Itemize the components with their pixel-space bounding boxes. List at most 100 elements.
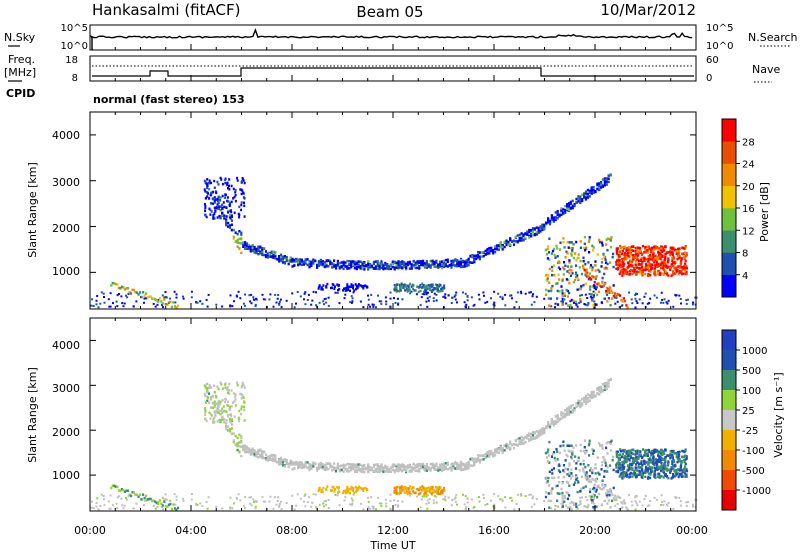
data-cell	[539, 431, 542, 434]
data-cell	[436, 490, 439, 494]
data-cell	[592, 478, 595, 482]
data-cell	[617, 469, 620, 472]
data-cell	[584, 196, 588, 199]
data-cell	[524, 495, 527, 497]
data-cell	[400, 282, 403, 286]
data-cell	[661, 453, 664, 457]
data-cell	[355, 287, 357, 291]
data-cell	[227, 209, 230, 213]
data-cell	[598, 387, 601, 390]
data-cell	[550, 287, 553, 290]
data-cell	[203, 188, 206, 191]
data-cell	[393, 464, 396, 468]
data-cell	[486, 300, 489, 303]
data-cell	[410, 466, 413, 470]
data-cell	[401, 500, 404, 503]
data-cell	[420, 464, 423, 468]
data-cell	[182, 497, 184, 500]
data-cell	[206, 388, 209, 392]
data-cell	[643, 462, 646, 465]
data-cell	[591, 296, 594, 300]
data-cell	[306, 461, 309, 464]
data-cell	[636, 455, 639, 459]
data-cell	[396, 297, 399, 300]
data-cell	[327, 507, 330, 509]
data-cell	[556, 213, 559, 217]
data-cell	[161, 294, 164, 297]
data-cell	[685, 302, 688, 305]
data-cell	[674, 267, 677, 270]
data-cell	[575, 462, 578, 465]
data-cell	[619, 294, 622, 297]
data-cell	[529, 493, 532, 496]
data-cell	[314, 259, 317, 263]
data-cell	[299, 295, 302, 298]
data-cell	[615, 248, 618, 252]
data-cell	[499, 449, 502, 452]
data-cell	[204, 197, 207, 200]
data-cell	[577, 401, 580, 405]
data-cell	[205, 298, 208, 301]
data-cell	[244, 293, 247, 296]
data-cell	[601, 281, 604, 284]
data-cell	[403, 265, 406, 269]
data-cell	[564, 467, 567, 470]
data-cell	[367, 496, 369, 499]
data-cell	[163, 500, 166, 503]
data-cell	[561, 481, 564, 485]
data-cell	[238, 433, 241, 437]
data-cell	[166, 303, 169, 306]
data-cell	[620, 261, 623, 264]
data-cell	[484, 249, 487, 253]
data-cell	[240, 435, 243, 438]
data-cell	[317, 260, 321, 263]
data-cell	[112, 302, 114, 305]
data-cell	[234, 199, 237, 203]
data-cell	[611, 297, 614, 300]
data-cell	[638, 298, 641, 301]
data-cell	[442, 295, 445, 298]
data-cell	[355, 490, 357, 493]
data-cell	[442, 464, 446, 468]
data-cell	[444, 467, 447, 471]
data-cell	[175, 498, 178, 501]
data-cell	[222, 201, 225, 204]
data-cell	[291, 257, 294, 261]
data-cell	[391, 468, 394, 472]
data-cell	[352, 463, 355, 466]
data-cell	[380, 261, 383, 265]
data-cell	[285, 459, 288, 462]
data-cell	[566, 204, 569, 208]
data-cell	[568, 494, 571, 497]
data-cell	[342, 261, 345, 264]
data-cell	[638, 462, 641, 465]
data-cell	[416, 285, 419, 288]
data-cell	[213, 400, 216, 403]
data-cell	[429, 467, 432, 470]
data-cell	[562, 416, 565, 419]
data-cell	[425, 463, 428, 466]
data-cell	[683, 472, 686, 475]
data-cell	[234, 191, 237, 194]
data-cell	[640, 475, 643, 479]
data-cell	[450, 302, 453, 304]
data-cell	[312, 262, 315, 265]
data-cell	[565, 302, 568, 305]
data-cell	[108, 507, 111, 510]
power-colorbar-tick-label: 12	[742, 226, 755, 237]
data-cell	[647, 467, 650, 470]
data-cell	[492, 248, 495, 252]
data-cell	[493, 290, 496, 293]
data-cell	[361, 263, 364, 266]
data-cell	[227, 221, 230, 225]
data-cell	[556, 499, 559, 502]
data-cell	[684, 454, 687, 458]
data-cell	[274, 460, 277, 463]
data-cell	[431, 259, 434, 263]
data-cell	[332, 486, 335, 489]
data-cell	[378, 300, 381, 303]
data-cell	[552, 264, 556, 267]
data-cell	[554, 508, 556, 511]
data-cell	[393, 284, 396, 287]
data-cell	[520, 440, 523, 444]
